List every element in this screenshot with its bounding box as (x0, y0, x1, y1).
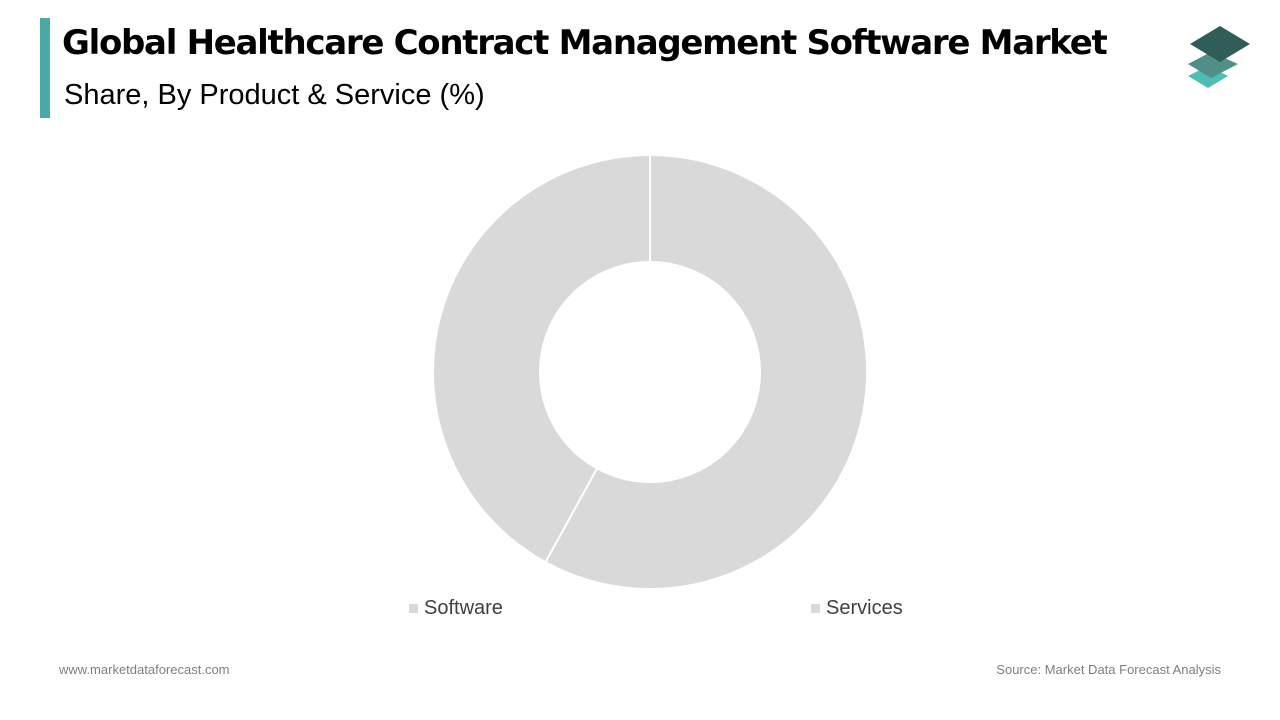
legend-swatch-software (409, 603, 418, 613)
donut-slices (431, 153, 868, 590)
legend-item-services: Services (811, 596, 903, 620)
legend-item-software: Software (409, 596, 503, 620)
footer-source: Source: Market Data Forecast Analysis (996, 662, 1221, 677)
chart-title: Global Healthcare Contract Management So… (62, 23, 1108, 63)
donut-slice-software (544, 153, 868, 590)
legend-label-software: Software (424, 596, 503, 619)
title-accent-bar (40, 18, 50, 118)
footer-website: www.marketdataforecast.com (59, 662, 230, 677)
logo-layer-top (1190, 26, 1250, 62)
legend-label-services: Services (826, 596, 903, 619)
stacked-layers-logo-icon (1188, 26, 1250, 88)
chart-subtitle: Share, By Product & Service (%) (64, 79, 485, 111)
legend-swatch-services (811, 603, 820, 613)
donut-slice-services (431, 153, 651, 564)
